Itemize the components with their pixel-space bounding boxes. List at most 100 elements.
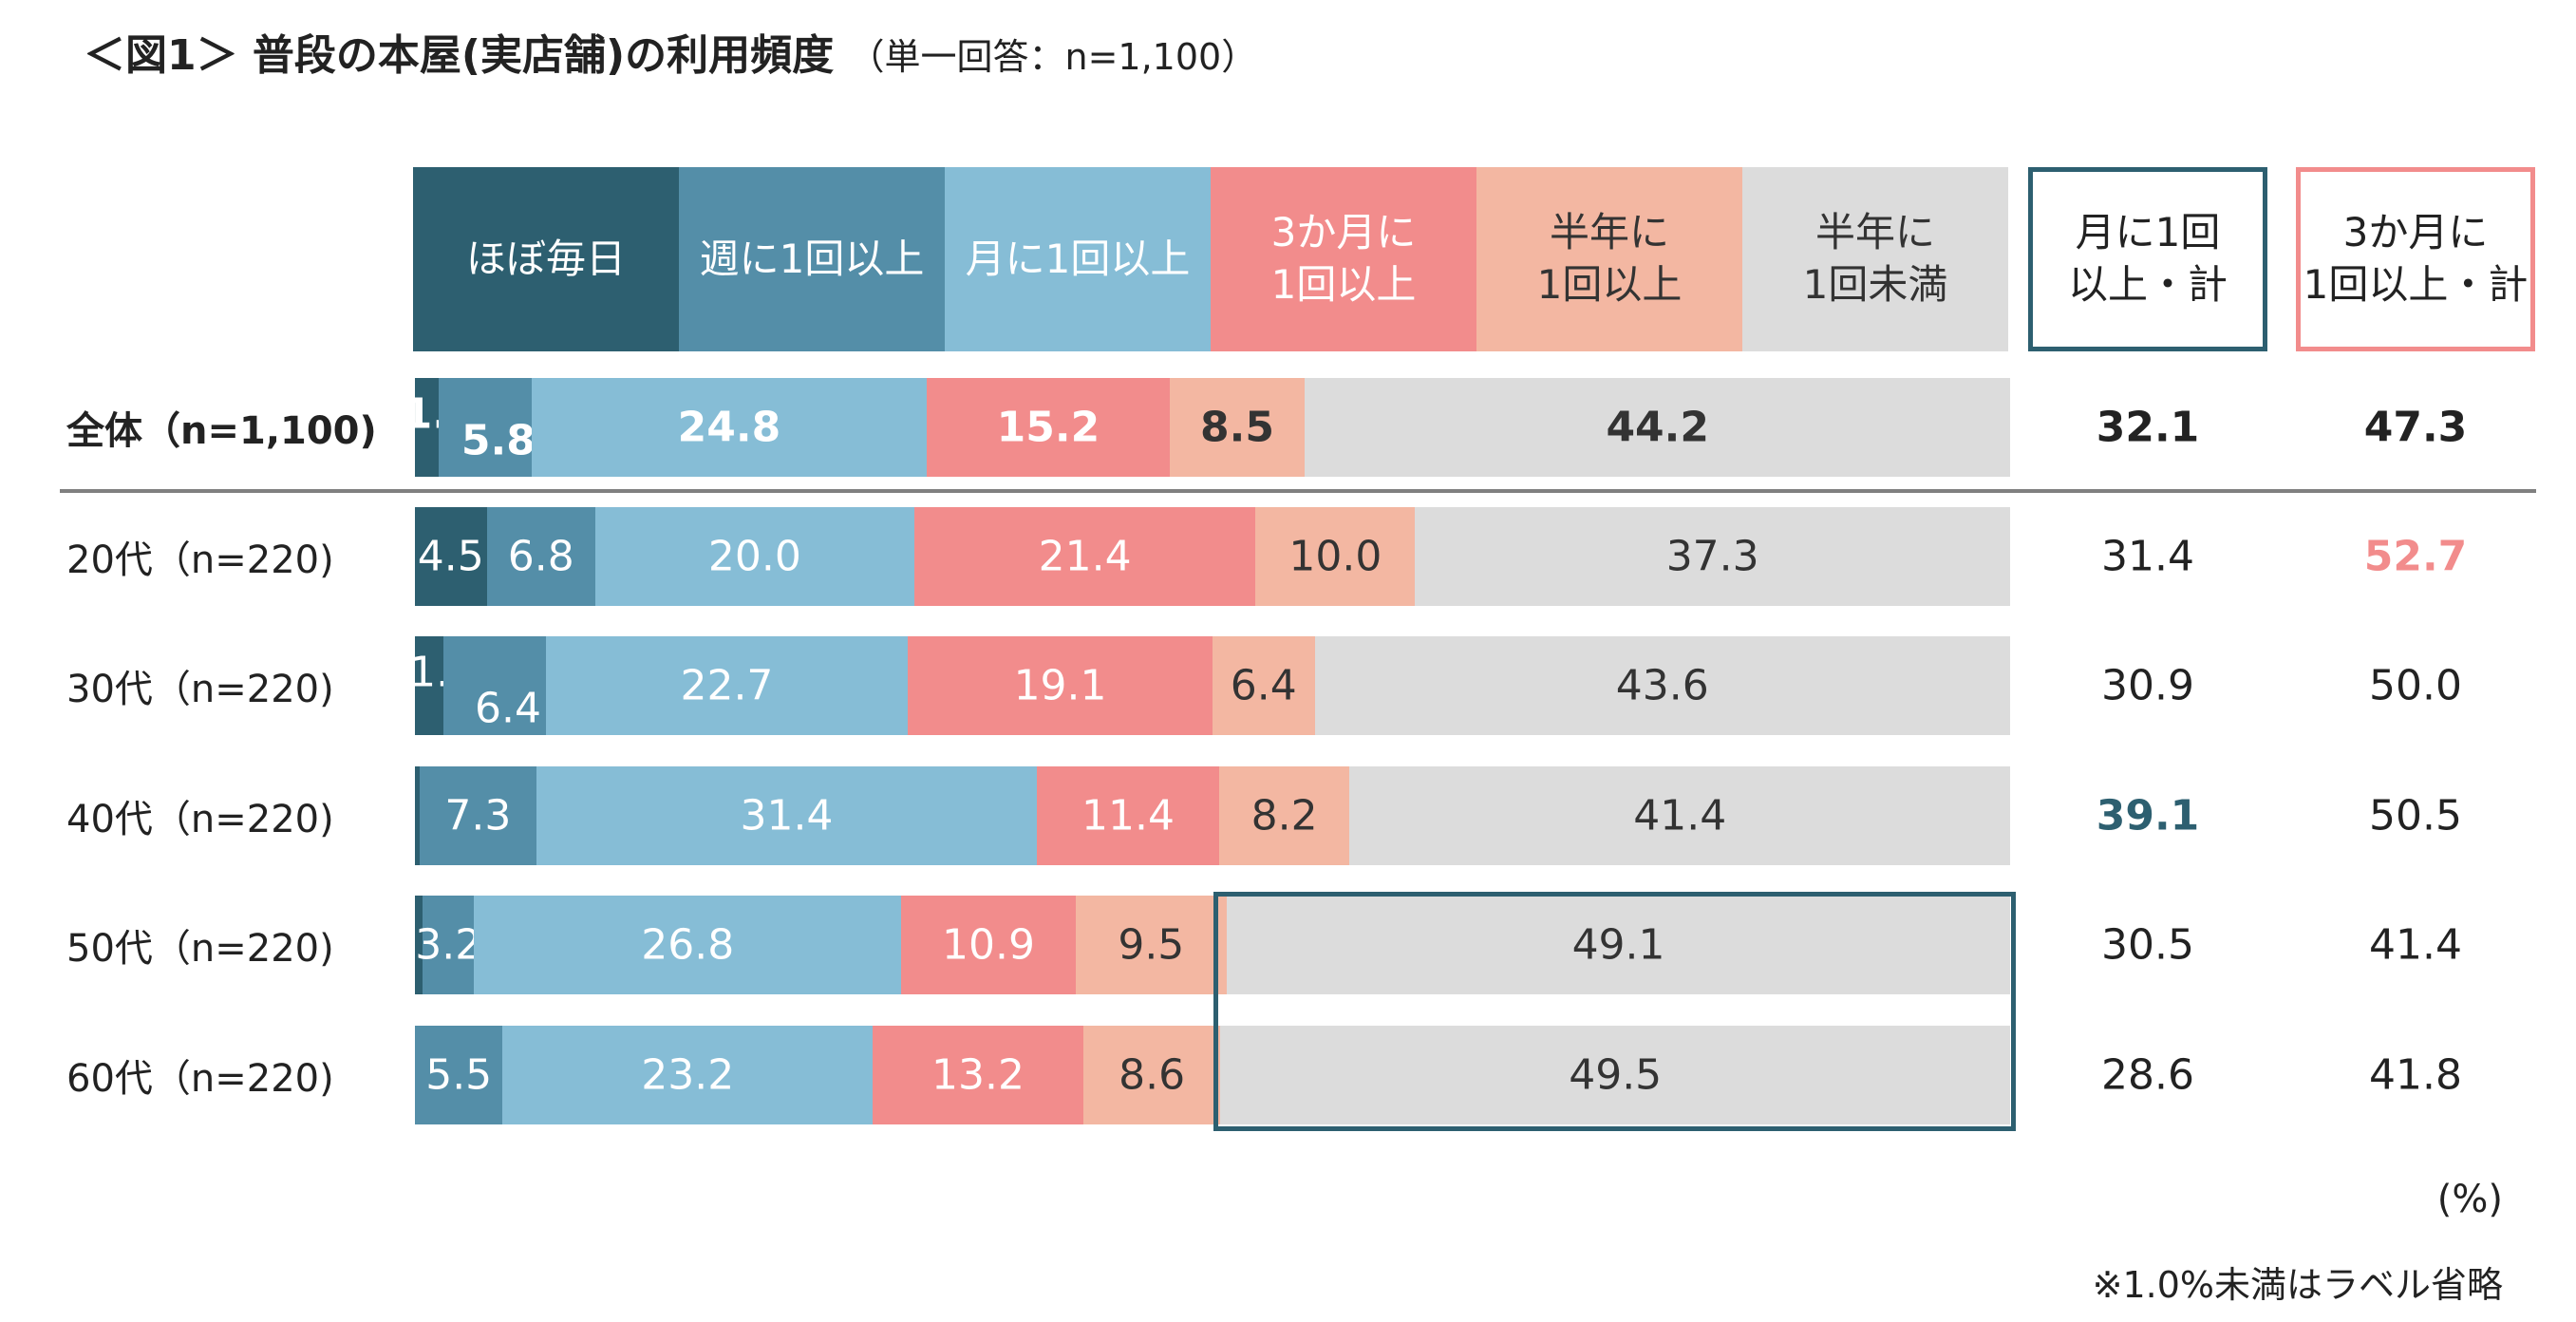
bar-segment (474, 896, 902, 994)
divider (60, 489, 2536, 493)
data-label: 19.1 (1013, 661, 1107, 710)
bar-segment (1305, 378, 2010, 477)
data-label: 23.2 (641, 1050, 735, 1100)
data-label: 9.5 (1118, 920, 1185, 970)
data-label: 6.4 (475, 684, 541, 733)
bar-segment (420, 766, 536, 865)
data-label: 10.0 (1288, 532, 1382, 581)
bar-segment (1075, 896, 1228, 994)
bar-segment (1213, 636, 1315, 735)
bar-segment (927, 378, 1170, 477)
data-label: 43.6 (1615, 661, 1709, 710)
row-label: 30代（n=220) (66, 668, 334, 711)
bar-segment (1037, 766, 1219, 865)
stacked-bar: 7.3 31.4 11.4 8.2 41.4 (415, 766, 2010, 865)
legend-header-4: 半年に 1回以上 (1476, 167, 1742, 351)
bar-segment (913, 507, 1256, 606)
bar-segment (873, 1026, 1083, 1124)
data-label: 7.3 (444, 791, 512, 840)
bar-segment (415, 507, 487, 606)
bar-segment (545, 636, 909, 735)
row-label: 全体（n=1,100) (66, 409, 377, 453)
bar-segment (1169, 378, 1306, 477)
data-label: 6.4 (1230, 661, 1297, 710)
data-label: 22.7 (680, 661, 774, 710)
highlight-box (1213, 892, 2016, 1131)
bar-segment (443, 636, 546, 735)
bar-segment (415, 896, 423, 994)
data-label: 24.8 (677, 403, 781, 452)
total-value: 30.9 (2101, 661, 2194, 710)
total-value: 32.1 (2096, 403, 2200, 452)
total-value: 41.8 (2369, 1050, 2462, 1100)
chart-title: ＜図1＞ 普段の本屋(実店舗)の利用頻度 （単一回答：n=1,100） (84, 21, 1257, 82)
bar-segment (1415, 507, 2010, 606)
total-value: 30.5 (2101, 920, 2194, 970)
data-label: 8.2 (1250, 791, 1318, 840)
bar-segment (1255, 507, 1416, 606)
data-label: 10.9 (941, 920, 1035, 970)
bar-segment (1082, 1026, 1221, 1124)
data-label: 13.2 (931, 1050, 1025, 1100)
total-header-0: 月に1回 以上・計 (2028, 167, 2267, 351)
title-sub: （単一回答：n=1,100） (848, 36, 1258, 78)
bar-segment (1227, 896, 2010, 994)
legend-header-5: 半年に 1回未満 (1742, 167, 2008, 351)
bar-segment (1220, 1026, 2010, 1124)
total-value: 31.4 (2101, 532, 2194, 581)
row-label: 60代（n=220) (66, 1057, 334, 1101)
data-label: 21.4 (1038, 532, 1132, 581)
legend-header-3: 3か月に 1回以上 (1211, 167, 1476, 351)
total-value: 28.6 (2101, 1050, 2194, 1100)
data-label: 41.4 (1633, 791, 1727, 840)
total-value: 52.7 (2363, 532, 2468, 581)
stacked-bar: 3.2 26.8 10.9 9.5 49.1 (415, 896, 2010, 994)
data-label: 3.2 (415, 920, 482, 970)
data-label: 15.2 (996, 403, 1100, 452)
stacked-bar: 5.5 23.2 13.2 8.6 49.5 (415, 1026, 2010, 1124)
stacked-bar: 1.55.824.815.28.544.2 (404, 378, 2010, 477)
bar-segment (439, 378, 532, 477)
legend-header-2: 月に1回以上 (945, 167, 1211, 351)
total-header-1: 3か月に 1回以上・計 (2296, 167, 2535, 351)
data-label: 6.8 (507, 532, 574, 581)
data-label: 11.4 (1081, 791, 1175, 840)
bar-segment (423, 896, 475, 994)
data-label: 4.5 (417, 532, 484, 581)
bar-segment (531, 378, 928, 477)
bar-segment (1218, 766, 1350, 865)
total-value: 50.0 (2369, 661, 2462, 710)
bar-segment (908, 636, 1213, 735)
row-label: 50代（n=220) (66, 927, 334, 971)
data-label: 31.4 (740, 791, 834, 840)
bar-segment (486, 507, 595, 606)
legend-header-1: 週に1回以上 (679, 167, 945, 351)
data-label: 44.2 (1606, 403, 1709, 452)
data-label: 8.6 (1119, 1050, 1186, 1100)
row-label: 40代（n=220) (66, 798, 334, 841)
data-label: 20.0 (707, 532, 801, 581)
stacked-bar: 4.5 6.8 20.0 21.4 10.0 37.3 (415, 507, 2010, 606)
bar-segment (536, 766, 1038, 865)
total-value: 47.3 (2363, 403, 2468, 452)
data-label: 5.8 (461, 416, 536, 465)
bar-segment (594, 507, 914, 606)
data-label: 5.5 (425, 1050, 493, 1100)
data-label: 26.8 (641, 920, 735, 970)
bar-segment (415, 766, 421, 865)
footnote: ※1.0%未満はラベル省略 (2092, 1264, 2503, 1306)
bar-segment (415, 636, 444, 735)
data-label: 49.1 (1571, 920, 1665, 970)
total-value: 39.1 (2096, 791, 2200, 840)
bar-segment (901, 896, 1076, 994)
unit-label: (%) (2436, 1178, 2503, 1221)
bar-segment (415, 1026, 503, 1124)
data-label: 37.3 (1665, 532, 1759, 581)
total-value: 50.5 (2369, 791, 2462, 840)
data-label: 8.5 (1200, 403, 1275, 452)
bar-segment (502, 1026, 874, 1124)
row-label: 20代（n=220) (66, 538, 334, 582)
bar-segment (1349, 766, 2010, 865)
title-main: ＜図1＞ 普段の本屋(実店舗)の利用頻度 (84, 31, 835, 80)
data-label: 49.5 (1569, 1050, 1663, 1100)
